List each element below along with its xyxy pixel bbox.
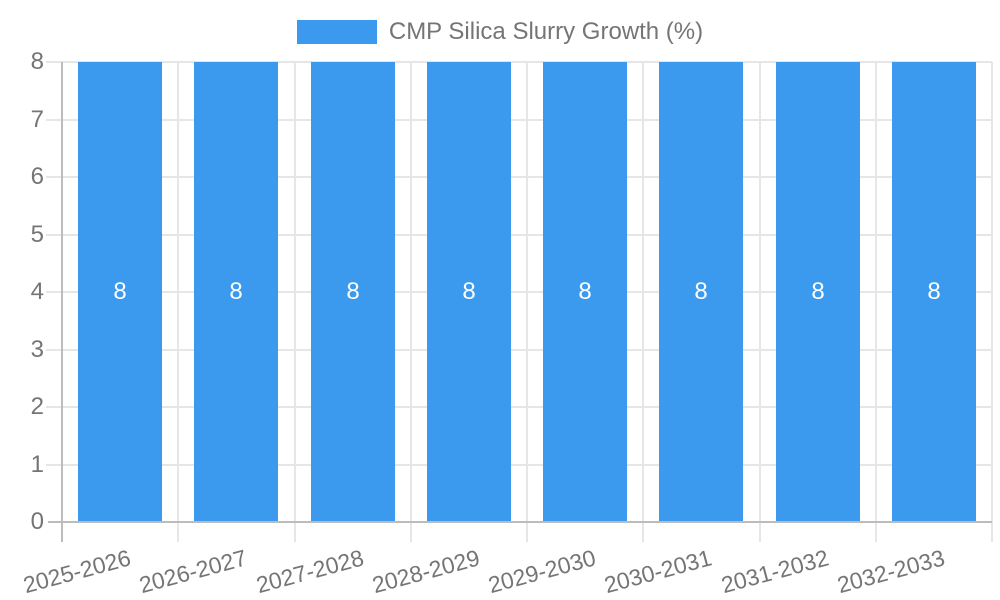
y-axis-tick-label: 8 <box>30 48 44 75</box>
x-tick-mark <box>758 522 761 542</box>
y-axis-tick-label: 0 <box>30 508 44 535</box>
y-axis-tick-label: 4 <box>30 278 44 305</box>
gridline-vertical <box>874 62 877 522</box>
y-tick-mark <box>46 406 62 408</box>
x-tick-mark <box>409 522 412 542</box>
x-tick-mark <box>293 522 296 542</box>
legend[interactable]: CMP Silica Slurry Growth (%) <box>0 18 1000 46</box>
y-tick-mark <box>48 521 62 523</box>
y-tick-mark <box>46 233 62 236</box>
y-axis-tick-label: 6 <box>30 163 44 190</box>
y-axis-tick-label: 3 <box>30 335 44 363</box>
y-tick-mark <box>46 348 62 351</box>
gridline-vertical <box>177 62 180 522</box>
bar[interactable] <box>543 62 627 522</box>
bar[interactable] <box>311 62 395 522</box>
y-tick-mark <box>46 176 62 178</box>
bar[interactable] <box>427 62 511 522</box>
gridline-vertical <box>991 62 993 522</box>
bar[interactable] <box>659 62 743 522</box>
y-axis-tick-label: 7 <box>30 105 44 133</box>
bar[interactable] <box>78 62 162 522</box>
gridline-vertical <box>526 62 528 522</box>
y-axis-tick-label: 2 <box>30 393 44 420</box>
bar[interactable] <box>194 62 278 522</box>
gridline-vertical <box>758 62 761 522</box>
x-tick-mark <box>991 522 993 542</box>
bar[interactable] <box>776 62 860 522</box>
y-tick-mark <box>46 61 62 63</box>
gridline-vertical <box>642 62 645 522</box>
y-tick-mark <box>46 118 62 121</box>
y-axis-line <box>61 62 63 522</box>
legend-label: CMP Silica Slurry Growth (%) <box>388 18 704 45</box>
x-tick-mark <box>177 522 180 542</box>
y-tick-mark <box>46 291 62 293</box>
x-tick-mark <box>874 522 877 542</box>
x-tick-mark <box>526 522 528 542</box>
gridline-vertical <box>293 62 296 522</box>
y-axis-tick-label: 1 <box>30 450 44 478</box>
legend-swatch <box>296 20 377 44</box>
y-tick-mark <box>46 463 62 466</box>
x-tick-mark <box>642 522 645 542</box>
y-axis-tick-label: 5 <box>30 220 44 248</box>
x-tick-mark <box>61 522 63 542</box>
bar[interactable] <box>892 62 976 522</box>
gridline-vertical <box>409 62 412 522</box>
